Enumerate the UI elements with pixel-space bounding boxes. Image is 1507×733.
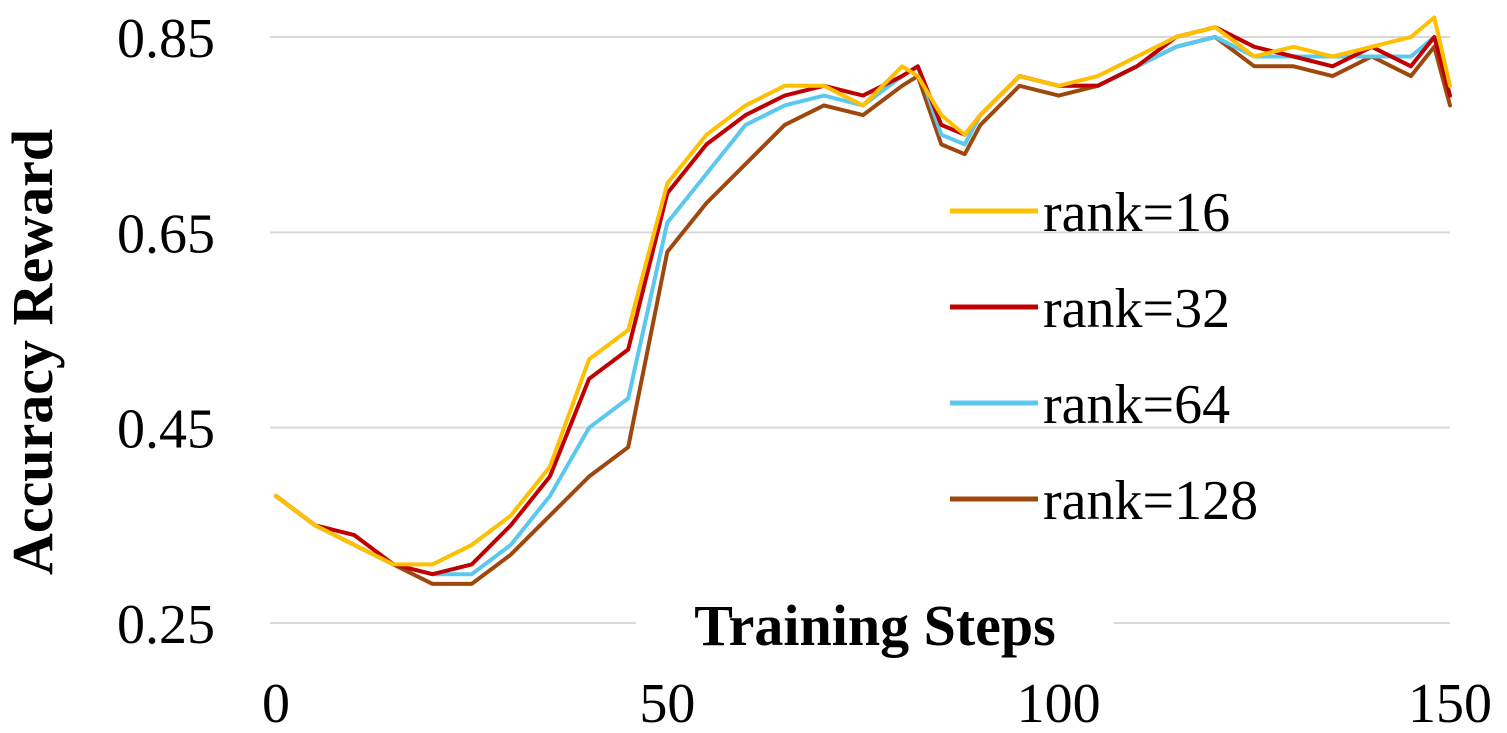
y-axis-title: Accuracy Reward (0, 129, 65, 575)
x-tick-label: 0 (262, 673, 290, 733)
legend-label: rank=128 (1043, 470, 1258, 532)
x-axis-title: Training Steps (694, 593, 1056, 658)
legend-label: rank=32 (1043, 278, 1230, 340)
y-tick-label: 0.25 (117, 594, 215, 656)
legend: rank=16 rank=32 rank=64 rank=128 (950, 182, 1258, 532)
y-tick-label: 0.65 (117, 203, 215, 265)
x-tick-label: 150 (1408, 673, 1492, 733)
series-line-rank-32 (274, 25, 1452, 577)
series-line-rank-16 (274, 15, 1452, 567)
y-axis-ticks: 0.25 0.45 0.65 0.85 (117, 8, 215, 656)
y-tick-label: 0.85 (117, 8, 215, 70)
legend-label: rank=64 (1043, 374, 1230, 436)
y-tick-label: 0.45 (117, 399, 215, 461)
series-layer (274, 15, 1452, 586)
x-axis-title-background (636, 590, 1114, 660)
x-tick-label: 50 (639, 673, 695, 733)
series-line-rank-64 (274, 35, 1452, 577)
series-line-rank-128 (274, 35, 1452, 586)
x-tick-label: 100 (1017, 673, 1101, 733)
legend-label: rank=16 (1043, 182, 1230, 244)
grid-layer (270, 36, 1450, 624)
x-axis-ticks: 0 50 100 150 (262, 673, 1492, 733)
